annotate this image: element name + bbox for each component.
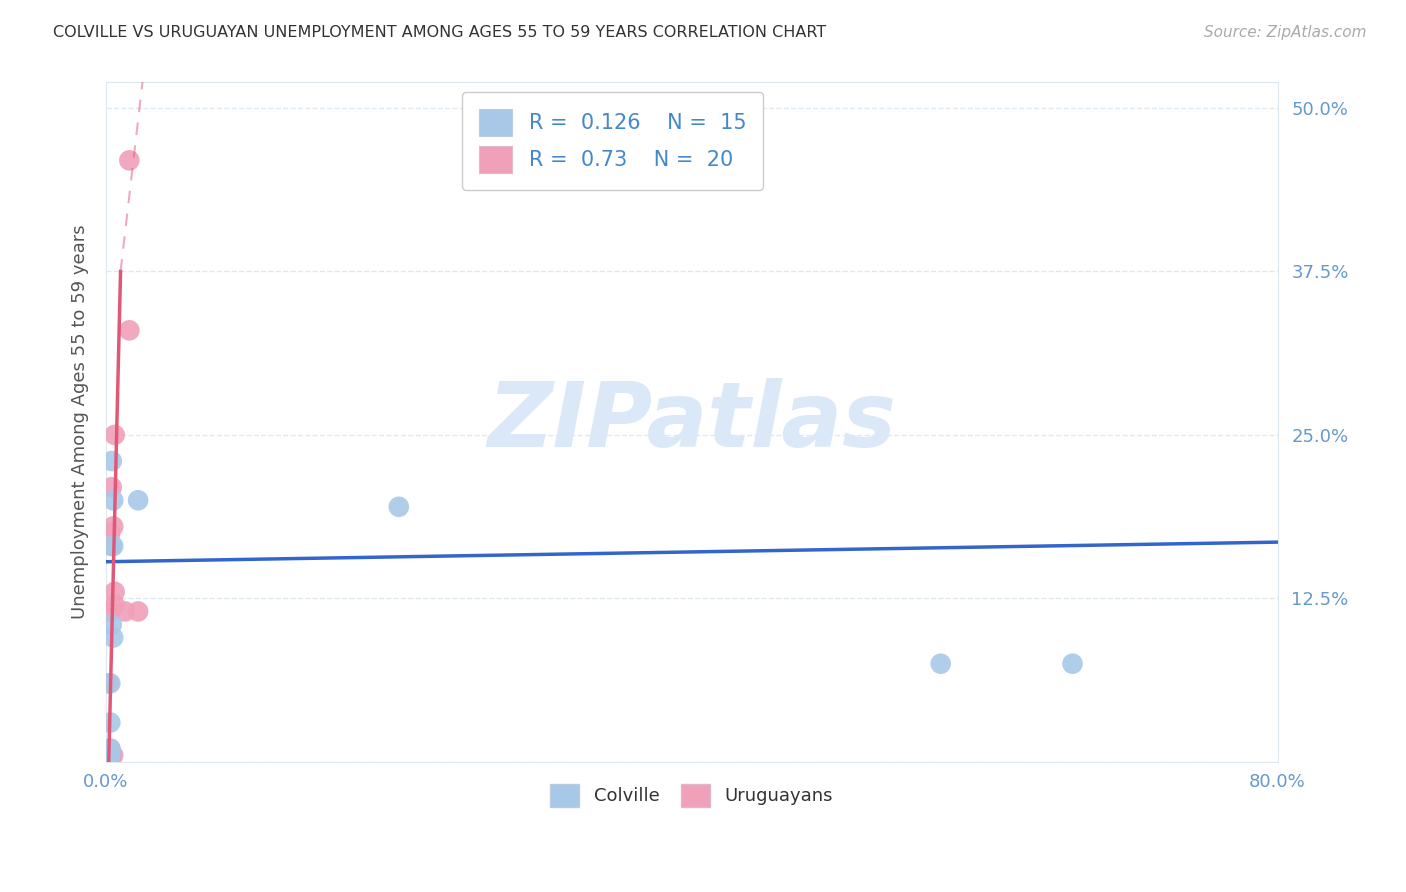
Point	[98, 746, 121, 760]
Point	[97, 748, 120, 763]
Point	[103, 493, 125, 508]
Point	[97, 748, 120, 763]
Point	[98, 676, 121, 690]
Point	[388, 500, 411, 514]
Point	[118, 153, 141, 168]
Point	[97, 676, 120, 690]
Point	[98, 604, 121, 618]
Point	[100, 539, 122, 553]
Point	[96, 748, 118, 763]
Point	[100, 748, 122, 763]
Point	[100, 454, 122, 468]
Point	[104, 598, 127, 612]
Point	[127, 493, 149, 508]
Point	[98, 525, 121, 540]
Point	[103, 519, 125, 533]
Point	[104, 428, 127, 442]
Point	[1062, 657, 1084, 671]
Legend: Colville, Uruguayans: Colville, Uruguayans	[543, 776, 841, 814]
Point	[100, 480, 122, 494]
Point	[103, 748, 125, 763]
Point	[98, 715, 121, 730]
Text: COLVILLE VS URUGUAYAN UNEMPLOYMENT AMONG AGES 55 TO 59 YEARS CORRELATION CHART: COLVILLE VS URUGUAYAN UNEMPLOYMENT AMONG…	[53, 25, 827, 40]
Point	[96, 748, 118, 763]
Point	[98, 748, 121, 763]
Text: ZIPatlas: ZIPatlas	[488, 378, 896, 466]
Text: Source: ZipAtlas.com: Source: ZipAtlas.com	[1204, 25, 1367, 40]
Point	[127, 604, 149, 618]
Point	[929, 657, 952, 671]
Y-axis label: Unemployment Among Ages 55 to 59 years: Unemployment Among Ages 55 to 59 years	[72, 225, 89, 619]
Point	[104, 584, 127, 599]
Point	[114, 604, 136, 618]
Point	[103, 539, 125, 553]
Point	[98, 741, 121, 756]
Point	[118, 323, 141, 337]
Point	[100, 617, 122, 632]
Point	[98, 741, 121, 756]
Point	[103, 631, 125, 645]
Point	[98, 748, 121, 763]
